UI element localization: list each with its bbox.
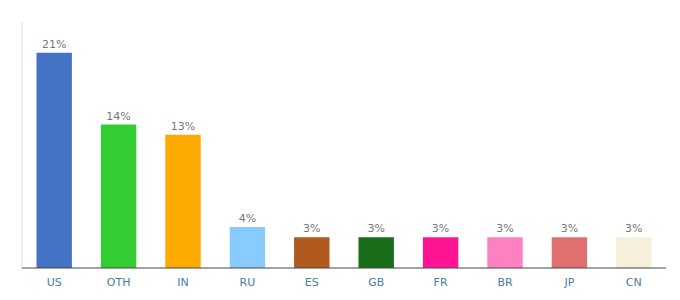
data-label: 4% [239,212,256,225]
chart-container: 21% 14% 13% 4% 3% 3% 3% 3% 3% 3% US OTH IN RU ES GB FR BR… [0,0,680,300]
x-tick-label: US [47,276,62,289]
bar [552,237,587,268]
data-label: 3% [496,222,513,235]
x-tick-label: JP [563,276,574,289]
bar [423,237,458,268]
bar [358,237,393,268]
bar [487,237,522,268]
bar [294,237,329,268]
bar [230,227,265,268]
data-label: 3% [561,222,578,235]
bar [36,53,71,268]
x-axis-line [22,268,666,269]
x-tick-label: ES [305,276,319,289]
x-tick-label: GB [368,276,384,289]
data-label: 3% [625,222,642,235]
x-tick-label: FR [434,276,448,289]
data-label: 3% [303,222,320,235]
y-axis-line [22,22,23,268]
data-label: 3% [367,222,384,235]
x-tick-label: OTH [107,276,131,289]
data-label: 14% [106,110,130,123]
data-label: 21% [42,38,66,51]
x-tick-label: BR [497,276,513,289]
bar [165,135,200,268]
x-tick-label: RU [240,276,256,289]
bar [616,237,651,268]
x-tick-label: CN [626,276,642,289]
bars [36,53,651,268]
bar [101,125,136,269]
chart: 21% 14% 13% 4% 3% 3% 3% 3% 3% 3% US OTH IN RU ES GB FR BR… [0,0,680,300]
data-label: 13% [171,120,195,133]
data-label: 3% [432,222,449,235]
x-tick-label: IN [177,276,188,289]
